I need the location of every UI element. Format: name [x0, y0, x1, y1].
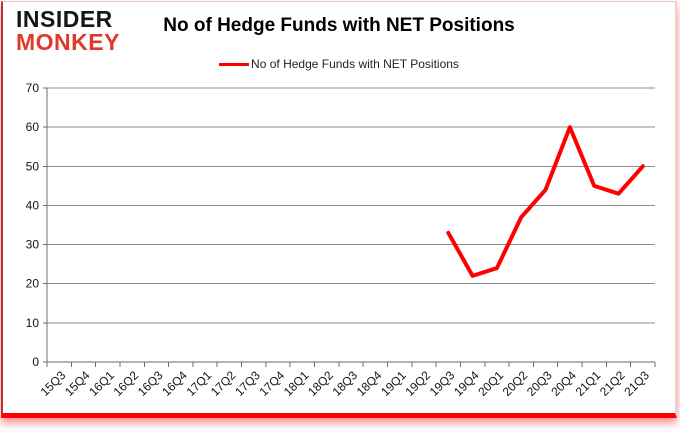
logo-line-monkey: MONKEY [16, 28, 120, 55]
y-axis-label: 0 [32, 355, 39, 369]
x-axis-label: 18Q1 [281, 368, 312, 399]
x-axis-label: 21Q3 [621, 368, 652, 399]
y-axis-label: 20 [26, 277, 40, 291]
x-axis-label: 16Q4 [159, 368, 190, 399]
x-axis-label: 20Q4 [548, 368, 579, 399]
x-axis-label: 18Q2 [305, 368, 336, 399]
x-axis-label: 15Q3 [38, 368, 69, 399]
x-axis-label: 18Q4 [354, 368, 385, 399]
x-axis-label: 16Q3 [135, 368, 166, 399]
insider-monkey-logo: INSIDER MONKEY [16, 8, 120, 53]
x-axis-label: 18Q3 [329, 368, 360, 399]
y-axis-label: 40 [26, 198, 40, 212]
x-axis-label: 19Q1 [378, 368, 409, 399]
legend-line-swatch [219, 62, 250, 66]
x-axis-label: 17Q2 [208, 368, 239, 399]
y-axis-label: 10 [26, 316, 40, 330]
y-axis-label: 70 [26, 81, 40, 95]
y-axis-label: 30 [26, 238, 40, 252]
x-axis-label: 17Q3 [232, 368, 263, 399]
series-line [446, 125, 645, 278]
x-axis-label: 20Q1 [475, 368, 506, 399]
x-axis-label: 20Q2 [500, 368, 531, 399]
x-axis-label: 15Q4 [62, 368, 93, 399]
chart-plot: 01020304050607015Q315Q416Q116Q216Q316Q41… [26, 81, 656, 399]
x-axis-label: 16Q1 [86, 368, 117, 399]
legend: No of Hedge Funds with NET Positions [3, 57, 675, 71]
x-axis-label: 19Q3 [427, 368, 458, 399]
x-axis-label: 20Q3 [524, 368, 555, 399]
x-axis-label: 17Q1 [184, 368, 215, 399]
x-axis-label: 16Q2 [111, 368, 142, 399]
x-axis-label: 21Q1 [573, 368, 604, 399]
x-axis-label: 19Q2 [402, 368, 433, 399]
y-axis-label: 60 [26, 120, 40, 134]
y-axis-label: 50 [26, 159, 40, 173]
x-axis-label: 19Q4 [451, 368, 482, 399]
x-axis-label: 17Q4 [257, 368, 288, 399]
chart-card: INSIDER MONKEY No of Hedge Funds with NE… [1, 1, 677, 418]
x-axis-label: 21Q2 [597, 368, 628, 399]
logo-line-insider: INSIDER [16, 6, 113, 32]
chart-title: No of Hedge Funds with NET Positions [163, 15, 515, 36]
legend-label: No of Hedge Funds with NET Positions [251, 57, 459, 71]
